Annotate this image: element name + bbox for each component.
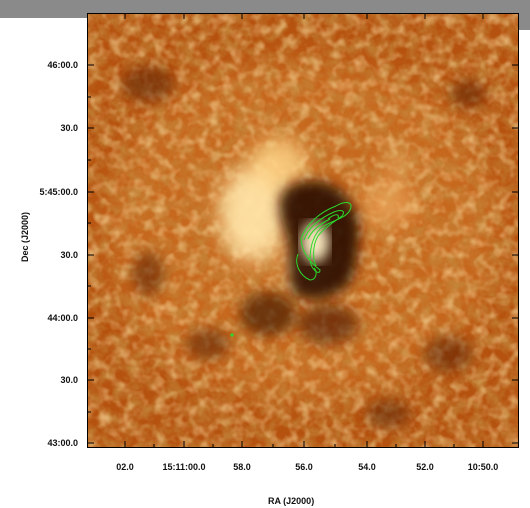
y-tick-label: 30.0 [0,250,78,260]
sky-image [88,14,519,448]
y-tick-label: 43:00.0 [0,438,78,448]
x-axis-title: RA (J2000) [268,496,314,506]
x-tick-label: 10:50.0 [448,462,518,472]
y-axis-title: Dec (J2000) [20,212,30,262]
x-tick-label: 56.0 [269,462,339,472]
y-tick-label: 44:00.0 [0,313,78,323]
y-tick-label: 46:00.0 [0,60,78,70]
y-tick-label: 5:45:00.0 [0,187,78,197]
contour-point [230,333,233,336]
x-tick-label: 58.0 [207,462,277,472]
y-tick-label: 30.0 [0,123,78,133]
y-tick-label: 30.0 [0,375,78,385]
sky-image-panel[interactable] [87,13,519,448]
